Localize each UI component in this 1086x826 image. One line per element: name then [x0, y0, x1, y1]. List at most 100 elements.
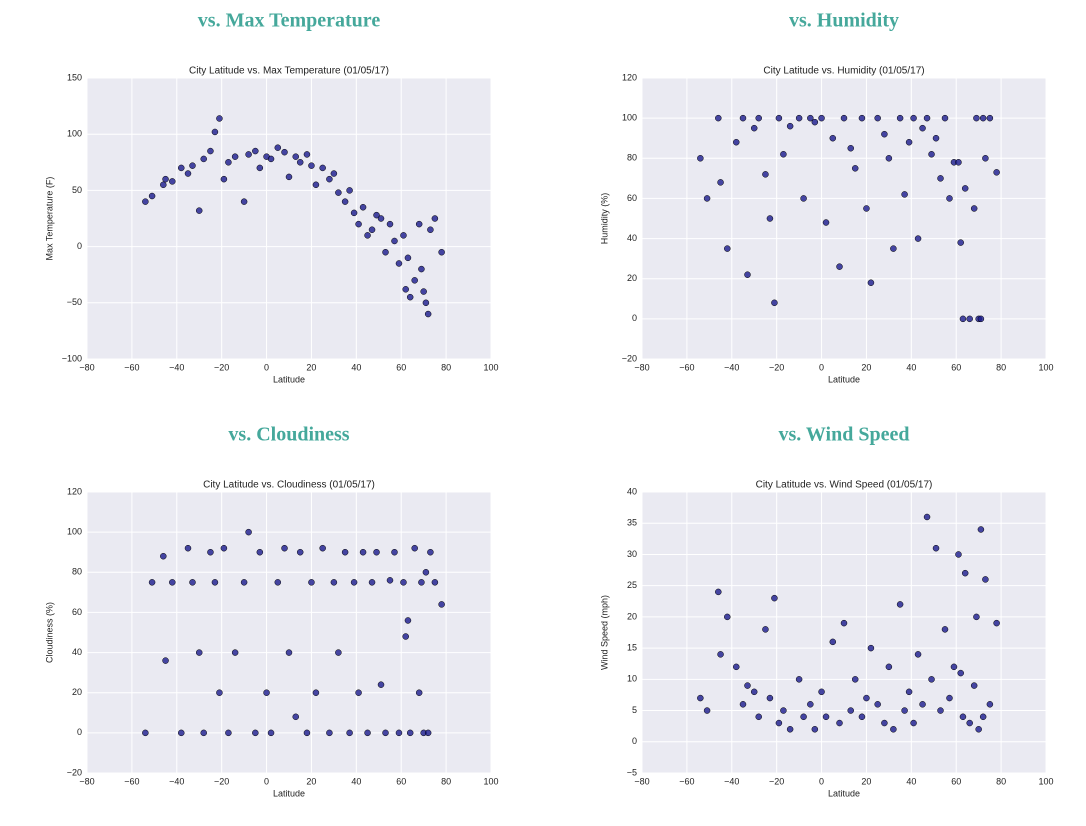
point: [766, 694, 774, 702]
point: [377, 215, 385, 222]
point: [256, 164, 264, 172]
point: [422, 569, 430, 576]
point: [867, 279, 875, 286]
point: [818, 114, 825, 122]
y-tick-label: 20: [627, 273, 637, 283]
point: [341, 548, 349, 556]
point: [231, 153, 239, 160]
point: [438, 601, 445, 608]
point: [169, 178, 176, 185]
x-tick-label: 80: [996, 362, 1006, 372]
x-axis-label: Latitude: [828, 374, 860, 384]
point: [427, 548, 434, 556]
point: [896, 601, 904, 608]
point: [970, 205, 978, 212]
point: [274, 579, 282, 586]
point: [762, 171, 769, 178]
point: [178, 164, 185, 172]
point: [303, 151, 311, 158]
x-tick-label: 60: [396, 362, 406, 372]
y-tick-label: 40: [627, 233, 637, 243]
point: [733, 663, 740, 671]
point: [404, 254, 412, 262]
point: [724, 245, 731, 252]
point: [885, 155, 893, 162]
point: [200, 155, 207, 163]
point: [240, 579, 248, 586]
point: [946, 195, 953, 202]
section-heading: vs. Wind Speed: [779, 424, 910, 446]
point: [142, 729, 149, 737]
point: [211, 579, 219, 586]
point: [326, 729, 333, 737]
point: [382, 248, 389, 256]
point: [296, 159, 304, 166]
point: [162, 175, 169, 183]
point: [717, 651, 724, 658]
point: [932, 544, 940, 552]
point: [308, 162, 315, 169]
point: [836, 719, 843, 727]
x-tick-label: 80: [441, 362, 451, 372]
point: [350, 209, 358, 217]
point: [373, 211, 380, 219]
point: [874, 114, 881, 122]
point: [715, 114, 722, 122]
y-tick-label: −50: [67, 297, 82, 307]
y-tick-label: 100: [622, 113, 637, 123]
point: [986, 701, 994, 708]
x-tick-label: 40: [906, 362, 916, 372]
point: [281, 148, 288, 156]
point: [184, 544, 192, 552]
point: [941, 626, 949, 633]
y-tick-label: 40: [72, 647, 82, 657]
y-axis-label: Humidity (%): [599, 193, 609, 245]
point: [252, 729, 259, 737]
point: [941, 114, 949, 122]
point: [946, 694, 953, 702]
point: [406, 729, 414, 737]
point: [162, 657, 169, 664]
x-tick-label: −20: [214, 362, 229, 372]
point: [914, 235, 922, 242]
point: [847, 145, 854, 152]
y-tick-label: −20: [67, 767, 82, 777]
point: [400, 579, 407, 586]
point: [905, 138, 913, 146]
point: [195, 649, 203, 656]
chart-title: City Latitude vs. Max Temperature (01/05…: [189, 66, 389, 77]
point: [303, 729, 311, 737]
y-tick-label: 30: [627, 549, 637, 559]
point: [766, 215, 774, 222]
x-tick-label: −20: [214, 776, 229, 786]
point: [890, 726, 897, 733]
y-tick-label: 0: [77, 241, 82, 251]
point: [350, 579, 358, 586]
point: [786, 726, 794, 733]
point: [415, 689, 423, 696]
point: [993, 619, 1000, 627]
y-tick-label: 25: [627, 580, 637, 590]
point: [739, 701, 747, 708]
point: [281, 544, 288, 552]
point: [822, 219, 830, 226]
y-tick-label: 60: [72, 607, 82, 617]
point: [970, 682, 978, 689]
point: [986, 114, 994, 122]
x-tick-label: 60: [396, 776, 406, 786]
chart: −80 −60 −40 −20 0 20 40 60 80 100 −100 −50 0 50 100 150…: [44, 66, 498, 385]
point: [431, 579, 439, 586]
point: [937, 175, 944, 182]
point: [977, 315, 985, 323]
point: [274, 144, 282, 151]
point: [285, 649, 293, 656]
point: [422, 299, 430, 307]
point: [216, 689, 223, 696]
point: [267, 155, 275, 163]
y-tick-label: 80: [72, 567, 82, 577]
point: [216, 115, 223, 122]
x-tick-label: −60: [679, 776, 694, 786]
point: [178, 729, 185, 737]
point: [245, 528, 252, 536]
